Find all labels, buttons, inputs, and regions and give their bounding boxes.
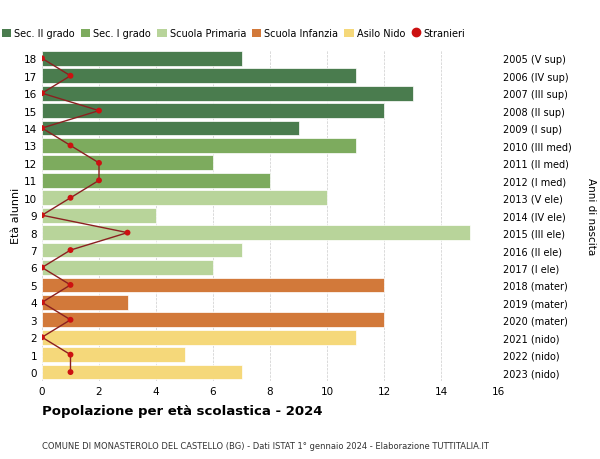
Point xyxy=(37,125,47,133)
Bar xyxy=(42,330,356,345)
Bar xyxy=(42,278,384,293)
Point xyxy=(66,316,76,324)
Point xyxy=(94,177,104,185)
Bar xyxy=(42,104,384,119)
Point xyxy=(37,56,47,63)
Bar xyxy=(42,226,470,241)
Point xyxy=(66,282,76,289)
Bar xyxy=(42,313,384,327)
Y-axis label: Anni di nascita: Anni di nascita xyxy=(586,177,596,254)
Y-axis label: Età alunni: Età alunni xyxy=(11,188,21,244)
Bar xyxy=(42,52,242,67)
Bar xyxy=(42,347,185,362)
Bar xyxy=(42,243,242,258)
Point xyxy=(94,108,104,115)
Text: Popolazione per età scolastica - 2024: Popolazione per età scolastica - 2024 xyxy=(42,404,323,417)
Point xyxy=(66,247,76,254)
Point xyxy=(66,142,76,150)
Point xyxy=(66,195,76,202)
Point xyxy=(37,212,47,219)
Bar xyxy=(42,69,356,84)
Bar xyxy=(42,365,242,380)
Bar xyxy=(42,174,270,188)
Bar xyxy=(42,139,356,154)
Point xyxy=(123,230,133,237)
Bar xyxy=(42,191,327,206)
Bar xyxy=(42,295,128,310)
Point xyxy=(37,90,47,98)
Point xyxy=(94,160,104,167)
Bar xyxy=(42,261,213,275)
Point xyxy=(37,334,47,341)
Bar xyxy=(42,121,299,136)
Point xyxy=(37,264,47,272)
Legend: Sec. II grado, Sec. I grado, Scuola Primaria, Scuola Infanzia, Asilo Nido, Stran: Sec. II grado, Sec. I grado, Scuola Prim… xyxy=(2,29,466,39)
Bar xyxy=(42,87,413,101)
Bar xyxy=(42,156,213,171)
Point xyxy=(66,351,76,358)
Bar xyxy=(42,208,156,223)
Point xyxy=(66,369,76,376)
Point xyxy=(37,299,47,306)
Text: COMUNE DI MONASTEROLO DEL CASTELLO (BG) - Dati ISTAT 1° gennaio 2024 - Elaborazi: COMUNE DI MONASTEROLO DEL CASTELLO (BG) … xyxy=(42,441,489,450)
Point xyxy=(66,73,76,80)
